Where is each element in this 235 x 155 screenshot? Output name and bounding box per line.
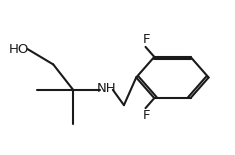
Text: NH: NH (97, 82, 117, 95)
Text: HO: HO (9, 43, 30, 56)
Text: F: F (143, 33, 150, 46)
Text: F: F (143, 108, 150, 122)
